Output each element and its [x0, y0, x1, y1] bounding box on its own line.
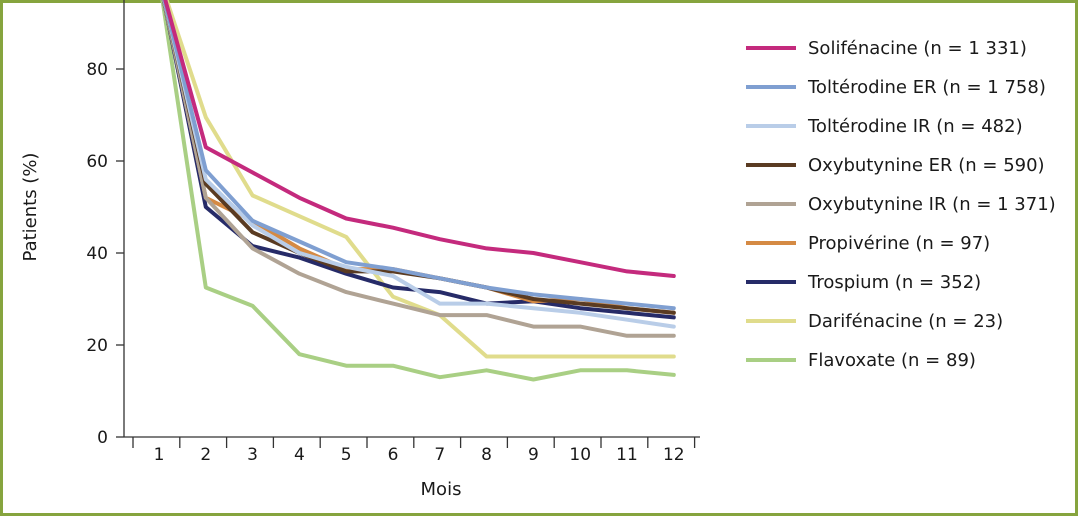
- x-tick-label: 11: [616, 445, 638, 465]
- legend-label: Flavoxate (n = 89): [808, 350, 976, 371]
- x-tick-label: 2: [200, 445, 211, 465]
- legend-item: Oxybutynine IR (n = 1 371): [746, 194, 1056, 215]
- series-layer: [160, 0, 676, 382]
- y-tick-label: 40: [86, 244, 108, 264]
- series-line-solifenacine: [163, 0, 676, 278]
- x-tick-label: 5: [341, 445, 352, 465]
- legend-label: Darifénacine (n = 23): [808, 311, 1003, 332]
- legend-label: Toltérodine IR (n = 482): [807, 116, 1023, 137]
- y-tick-label: 0: [97, 428, 108, 448]
- legend-item: Flavoxate (n = 89): [746, 350, 976, 371]
- series-line-oxybutynine-ir: [161, 0, 676, 338]
- legend-item: Trospium (n = 352): [746, 272, 981, 293]
- x-tick-label: 3: [247, 445, 258, 465]
- x-tick-label: 6: [388, 445, 399, 465]
- series-line-trospium: [161, 0, 676, 320]
- legend-label: Solifénacine (n = 1 331): [808, 38, 1027, 59]
- x-axis-label: Mois: [421, 479, 462, 500]
- series-line-flavoxate: [160, 0, 676, 382]
- x-tick-label: 9: [528, 445, 539, 465]
- legend-item: Toltérodine IR (n = 482): [746, 116, 1023, 137]
- legend-label: Trospium (n = 352): [807, 272, 981, 293]
- legend-item: Toltérodine ER (n = 1 758): [746, 77, 1046, 98]
- x-tick-label: 4: [294, 445, 305, 465]
- x-tick-label: 8: [481, 445, 492, 465]
- legend-label: Propivérine (n = 97): [808, 233, 990, 254]
- series-line-tolterodine-er: [162, 0, 676, 311]
- legend-label: Toltérodine ER (n = 1 758): [807, 77, 1046, 98]
- legend-label: Oxybutynine IR (n = 1 371): [808, 194, 1056, 215]
- x-tick-label: 12: [663, 445, 685, 465]
- y-axis-label: Patients (%): [20, 153, 41, 262]
- y-tick-label: 60: [86, 152, 108, 172]
- legend: Solifénacine (n = 1 331) Toltérodine ER (…: [746, 38, 1056, 371]
- series-line-darifenacine: [164, 0, 676, 359]
- legend-item: Propivérine (n = 97): [746, 233, 990, 254]
- x-tick-label: 10: [569, 445, 591, 465]
- x-tick-label: 7: [434, 445, 445, 465]
- series-line-tolterodine-ir: [162, 0, 676, 329]
- x-tick-label: 1: [154, 445, 165, 465]
- legend-item: Oxybutynine ER (n = 590): [746, 155, 1045, 176]
- y-tick-label: 20: [86, 336, 108, 356]
- legend-item: Darifénacine (n = 23): [746, 311, 1003, 332]
- legend-label: Oxybutynine ER (n = 590): [808, 155, 1045, 176]
- legend-item: Solifénacine (n = 1 331): [746, 38, 1027, 59]
- y-tick-label: 80: [86, 60, 108, 80]
